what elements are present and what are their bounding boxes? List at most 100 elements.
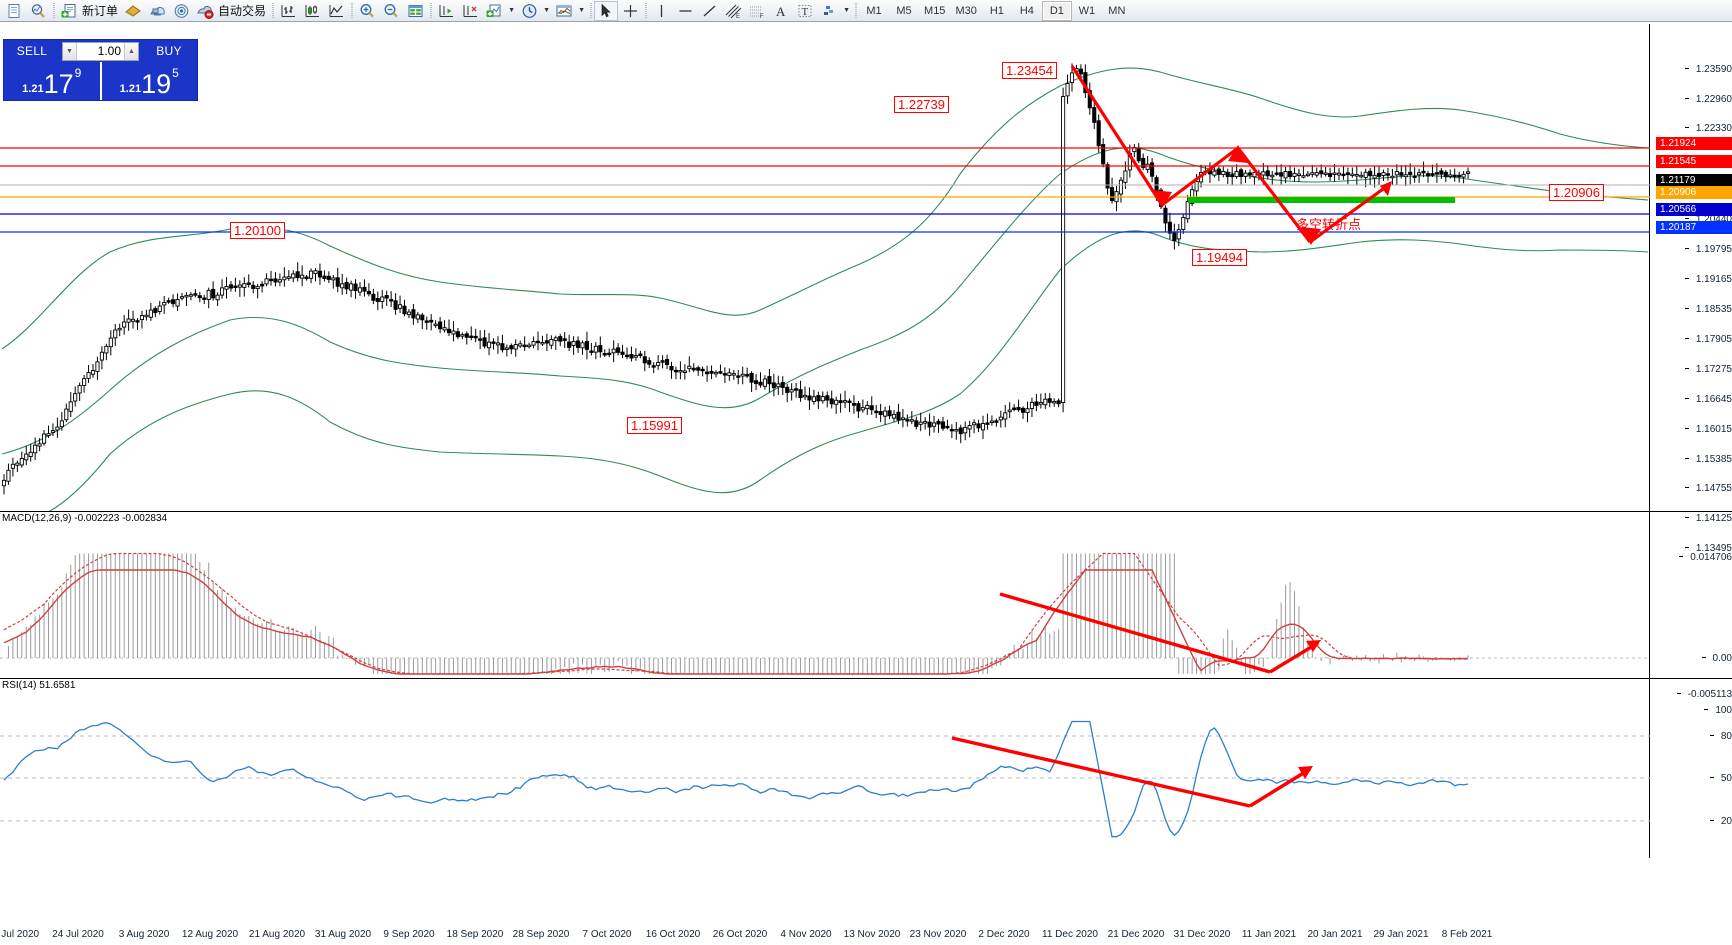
price-tag-2: 1.22739 [894,96,949,113]
magnifier-chart-icon[interactable] [26,1,50,21]
sell-price[interactable]: 1.21 17 9 [4,62,102,100]
chevron-down-icon[interactable]: ▼ [843,7,850,14]
macd-scale-divider [1649,512,1650,678]
price-scale-divider [1649,24,1650,511]
text-label-icon[interactable]: A [769,1,793,21]
timeframe-mn[interactable]: MN [1108,4,1126,17]
zoom-out-icon[interactable] [379,1,403,21]
date-label-4: 21 Aug 2020 [248,929,306,940]
auto-scroll-icon[interactable] [458,1,482,21]
timeframe-m5[interactable]: M5 [896,4,912,17]
new-order-icon[interactable] [57,1,81,21]
text-box-icon[interactable]: T [793,1,817,21]
line-chart-icon[interactable] [324,1,348,21]
buy-button[interactable]: BUY [156,44,182,58]
macd-indicator-label: MACD(12,26,9) -0.002223 -0.002834 [2,513,168,524]
navigator-icon[interactable] [169,1,193,21]
macd-tick-1: 0.00 [1701,653,1732,664]
price-tick-10: 1.17275 [1684,364,1732,375]
one-click-trading-panel[interactable]: SELL ▼ 1.00 ▲ BUY 1.21 17 9 1.21 19 5 [3,39,198,101]
rsi-tick-3: 20 [1709,816,1732,827]
timeframe-m1[interactable]: M1 [866,4,882,17]
price-badge-2: 1.21179 [1656,174,1732,187]
chart-graphics [0,63,1650,838]
price-axis[interactable]: 1.235901.229601.223301.217001.210701.204… [1650,24,1732,945]
svg-text:A: A [776,4,786,19]
price-tick-12: 1.16015 [1684,424,1732,435]
trendline-icon[interactable] [697,1,721,21]
objects-list-icon[interactable] [817,1,841,21]
chevron-down-icon[interactable]: ▼ [508,7,515,14]
sell-price-prefix: 1.21 [22,83,44,95]
indicators-add-icon[interactable] [482,1,506,21]
price-tag-4: 1.20100 [230,222,285,239]
rsi-tick-0: 100 [1704,705,1732,716]
date-label-19: 11 Jan 2021 [1241,929,1297,940]
price-tag-5: 1.15991 [627,417,682,434]
price-tick-9: 1.17905 [1684,334,1732,345]
volume-value[interactable]: 1.00 [77,42,124,60]
sell-button[interactable]: SELL [16,44,48,58]
red-zigzag-annotation [1070,65,1391,244]
price-tag-6: 1.19494 [1192,249,1247,266]
toolbar-separator [587,2,594,20]
fibonacci-icon[interactable]: F [745,1,769,21]
date-label-0: 5 Jul 2020 [0,929,40,940]
date-label-21: 29 Jan 2021 [1373,929,1429,940]
timeframe-w1[interactable]: W1 [1078,4,1096,17]
new-order-label[interactable]: 新订单 [82,3,119,18]
chart-area[interactable]: 1.23454 1.22739 1.20906 1.20100 1.15991 … [0,24,1732,945]
vertical-line-icon[interactable] [649,1,673,21]
price-tag-3: 1.20906 [1549,184,1604,201]
macd-trend-arrow [999,592,1319,674]
date-label-9: 7 Oct 2020 [582,929,632,940]
zoom-in-icon[interactable] [355,1,379,21]
price-tick-1: 1.22960 [1684,94,1732,105]
rsi-pane[interactable] [0,678,1732,858]
grid-icon[interactable] [403,1,427,21]
buy-price-prefix: 1.21 [119,83,142,95]
bar-chart-icon[interactable] [276,1,300,21]
price-tick-13: 1.15385 [1684,454,1732,465]
chevron-down-icon[interactable]: ▼ [543,7,550,14]
timeframe-m15[interactable]: M15 [924,4,946,17]
date-label-8: 28 Sep 2020 [512,929,570,940]
templates-icon[interactable] [552,1,576,21]
candlestick-chart-icon[interactable] [300,1,324,21]
volume-increment-icon[interactable]: ▲ [124,42,138,60]
date-label-14: 23 Nov 2020 [909,929,967,940]
period-clock-icon[interactable] [517,1,541,21]
svg-text:F: F [760,14,764,19]
price-tick-6: 1.19795 [1684,244,1732,255]
crosshair-icon[interactable] [618,1,642,21]
price-badge-0: 1.21924 [1656,137,1732,150]
shift-end-icon[interactable] [434,1,458,21]
price-badge-4: 1.20566 [1656,203,1732,216]
timeframe-h1[interactable]: H1 [989,4,1004,17]
timeframe-d1[interactable]: D1 [1041,0,1072,21]
svg-text:E: E [736,14,740,19]
equidistant-channel-icon[interactable]: E [721,1,745,21]
autotrading-icon[interactable] [193,1,217,21]
timeframe-h4[interactable]: H4 [1019,4,1034,17]
macd-tick-2: -0.005113 [1676,689,1732,700]
buy-price[interactable]: 1.21 19 5 [102,62,198,100]
data-window-icon[interactable] [145,1,169,21]
volume-stepper[interactable]: ▼ 1.00 ▲ [62,41,139,61]
price-tick-5: 1.20440 [1684,214,1732,225]
expert-advisor-icon[interactable] [121,1,145,21]
price-tick-8: 1.18535 [1684,304,1732,315]
date-label-6: 9 Sep 2020 [383,929,435,940]
toolbar-separator [348,2,355,20]
buy-price-big: 19 [141,69,172,99]
cursor-icon[interactable] [594,0,619,21]
document-icon[interactable] [2,1,26,21]
volume-decrement-icon[interactable]: ▼ [63,42,77,60]
autotrading-label[interactable]: 自动交易 [218,3,267,18]
toolbar-separator [50,2,57,20]
date-label-22: 8 Feb 2021 [1441,929,1493,940]
timeframe-m30[interactable]: M30 [955,4,977,17]
chevron-down-icon[interactable]: ▼ [578,7,585,14]
buy-price-sup: 5 [172,66,179,80]
horizontal-line-icon[interactable] [673,1,697,21]
